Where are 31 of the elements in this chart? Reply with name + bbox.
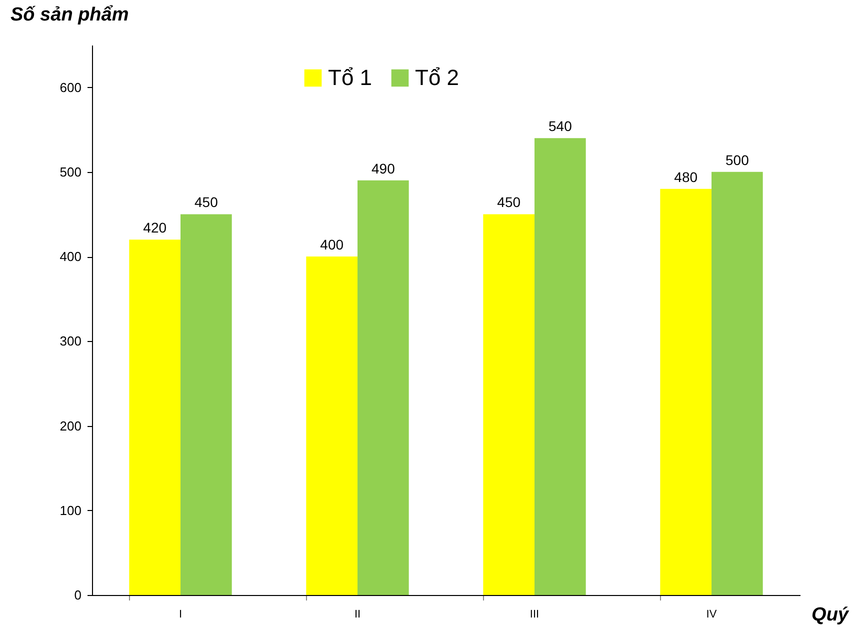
data-label: 540	[548, 118, 572, 134]
y-tick-label: 200	[60, 418, 82, 434]
x-tick-label: II	[354, 608, 361, 620]
y-tick-label: 100	[60, 502, 82, 518]
data-label: 400	[320, 236, 344, 253]
data-label: 450	[194, 194, 218, 210]
y-tick-label: 0	[74, 588, 82, 602]
x-axis-title: Quý	[812, 604, 850, 626]
y-tick-label: 400	[60, 249, 82, 264]
y-tick-label: 500	[60, 164, 82, 180]
data-label: 500	[725, 152, 750, 168]
bar	[358, 180, 409, 595]
bar	[306, 256, 358, 595]
bar	[483, 214, 534, 595]
x-tick-label: I	[178, 608, 182, 620]
y-tick-label: 300	[60, 334, 82, 349]
y-tick-label: 600	[60, 80, 82, 95]
bar	[712, 172, 763, 595]
x-tick-label: III	[530, 608, 540, 620]
data-label: 450	[497, 194, 521, 210]
legend-label: Tổ 1	[328, 65, 372, 90]
data-label: 420	[143, 220, 167, 236]
legend-label: Tổ 2	[415, 65, 460, 90]
x-tick-label: IV	[706, 608, 718, 620]
bar	[534, 138, 586, 595]
bar	[660, 188, 712, 595]
y-axis-title: Số sản phẩm	[10, 4, 129, 26]
bar	[129, 240, 180, 595]
bar	[180, 214, 232, 595]
data-label: 490	[371, 160, 396, 176]
data-label: 480	[674, 168, 698, 185]
